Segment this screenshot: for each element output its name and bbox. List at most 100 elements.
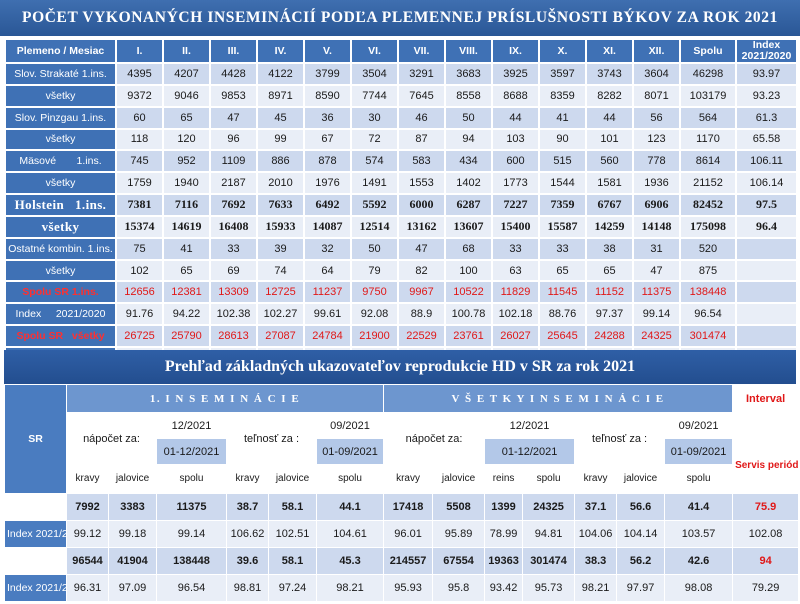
table-cell: 1581 (585, 171, 634, 196)
table-row: všetky 9372 9046 9853 8971 8590 7744 7645 8558 86… (4, 83, 798, 108)
table-cell: 94.81 (522, 519, 576, 548)
table-cell: 101 (585, 127, 634, 152)
table-cell: 97.97 (616, 573, 666, 603)
column-header: Index 2021/2020 (735, 38, 798, 64)
table-cell: 46 (397, 105, 446, 130)
table-cell: 138448 (679, 280, 737, 305)
table-cell: 94 (444, 127, 493, 152)
table-cell: 23761 (444, 324, 493, 348)
servis-perioda-label: Servis perióda (732, 438, 800, 494)
table-row: 7992 3383 11375 38.7 58.1 44.1 17418 5508 1399 24… (4, 492, 800, 521)
table-cell: 12725 (256, 280, 305, 305)
table-cell: 14259 (585, 214, 634, 239)
table-cell (735, 302, 798, 327)
table-cell: 1402 (444, 171, 493, 196)
table-cell: 952 (162, 149, 211, 174)
row-label: Ostatné kombin. 1.ins. (4, 236, 117, 261)
table-cell: 1544 (538, 171, 587, 196)
row-label: Mäsové 1.ins. (4, 149, 117, 174)
table-cell: 65 (538, 258, 587, 283)
table-cell: 301474 (679, 324, 737, 348)
table-cell: 12381 (162, 280, 211, 305)
table-cell: 7381 (115, 193, 164, 217)
column-header: VII. (397, 38, 446, 64)
table-cell: 1936 (632, 171, 681, 196)
table-cell: 45 (256, 105, 305, 130)
table-cell: 9967 (397, 280, 446, 305)
table-cell: 39.6 (226, 546, 269, 575)
row-label (4, 546, 67, 575)
table-cell: 98.81 (226, 573, 269, 603)
column-label: kravy (226, 464, 269, 494)
table-cell: 79 (350, 258, 399, 283)
table-cell: 61.3 (735, 105, 798, 130)
table-row: Spolu SR všetky 26725 25790 28613 27087 24784… (4, 324, 798, 348)
table-cell: 1773 (491, 171, 540, 196)
interval-spacer (732, 412, 800, 440)
column-header: V. (303, 38, 352, 64)
table-cell: 12514 (350, 214, 399, 239)
column-header: XI. (585, 38, 634, 64)
table-cell: 31 (632, 236, 681, 261)
row-label: Spolu SR všetky (4, 324, 117, 348)
row-label: Holstein 1.ins. (4, 193, 117, 217)
table-cell: 8971 (256, 83, 305, 108)
index-label: Index 2021/2020 (4, 573, 67, 603)
table-cell: 9046 (162, 83, 211, 108)
table-row: Index 2021/2020 91.76 94.22 102.38 102.27 99.… (4, 302, 798, 327)
table-cell: 106.62 (226, 519, 269, 548)
table-cell: 214557 (383, 546, 434, 575)
table-cell: 7359 (538, 193, 587, 217)
table-cell: 50 (444, 105, 493, 130)
table-cell: 3597 (538, 62, 587, 86)
table-cell: 8282 (585, 83, 634, 108)
table-cell: 93.42 (484, 573, 524, 603)
column-label: reins (484, 464, 524, 494)
table-cell: 90 (538, 127, 587, 152)
table-cell: 91.76 (115, 302, 164, 327)
table-cell: 11375 (156, 492, 227, 521)
column-header: VIII. (444, 38, 493, 64)
breed-month-header: Plemeno / Mesiac (4, 38, 117, 64)
table-cell: 8688 (491, 83, 540, 108)
table-cell: 14619 (162, 214, 211, 239)
table-cell: 28613 (209, 324, 258, 348)
table-cell: 96.54 (156, 573, 227, 603)
column-label: spolu (315, 464, 385, 494)
telnost-label: teľnosť za : (226, 412, 317, 466)
table-cell: 9750 (350, 280, 399, 305)
table-cell: 25790 (162, 324, 211, 348)
table-row: Slov. Strakaté 1.ins. 4395 4207 4428 4122 379… (4, 62, 798, 86)
table-cell: 574 (350, 149, 399, 174)
table-cell: 21900 (350, 324, 399, 348)
table-cell: 103179 (679, 83, 737, 108)
table-cell: 520 (679, 236, 737, 261)
table-cell: 96544 (66, 546, 109, 575)
table-cell: 88.9 (397, 302, 446, 327)
table-row: Mäsové 1.ins. 745 952 1109 886 878 574 583 434 60… (4, 149, 798, 174)
table-cell: 3799 (303, 62, 352, 86)
insemination-by-breed-table: Plemeno / Mesiac I. II. III. IV. V. VI. VII. VII… (4, 38, 798, 370)
table-cell: 96.4 (735, 214, 798, 239)
table-cell: 36 (303, 105, 352, 130)
telnost-label: teľnosť za : (574, 412, 666, 466)
table-cell: 33 (491, 236, 540, 261)
date-range-label: 01-12/2021 (156, 438, 227, 466)
table-cell: 11545 (538, 280, 587, 305)
page-title: POČET VYKONANÝCH INSEMINÁCIÍ PODĽA PLEME… (0, 0, 800, 36)
table-cell: 26725 (115, 324, 164, 348)
table-cell: 44 (491, 105, 540, 130)
table-cell: 2010 (256, 171, 305, 196)
interval-cell: 94 (732, 546, 800, 575)
table-cell: 95.8 (432, 573, 486, 603)
table-cell: 14087 (303, 214, 352, 239)
table-cell: 45.3 (315, 546, 385, 575)
table-cell: 72 (350, 127, 399, 152)
table-cell: 82 (397, 258, 446, 283)
table-cell: 102.38 (209, 302, 258, 327)
table-cell: 104.61 (315, 519, 385, 548)
row-label: všetky (4, 83, 117, 108)
table-cell: 13162 (397, 214, 446, 239)
table-cell: 97.09 (108, 573, 157, 603)
table-cell: 564 (679, 105, 737, 130)
